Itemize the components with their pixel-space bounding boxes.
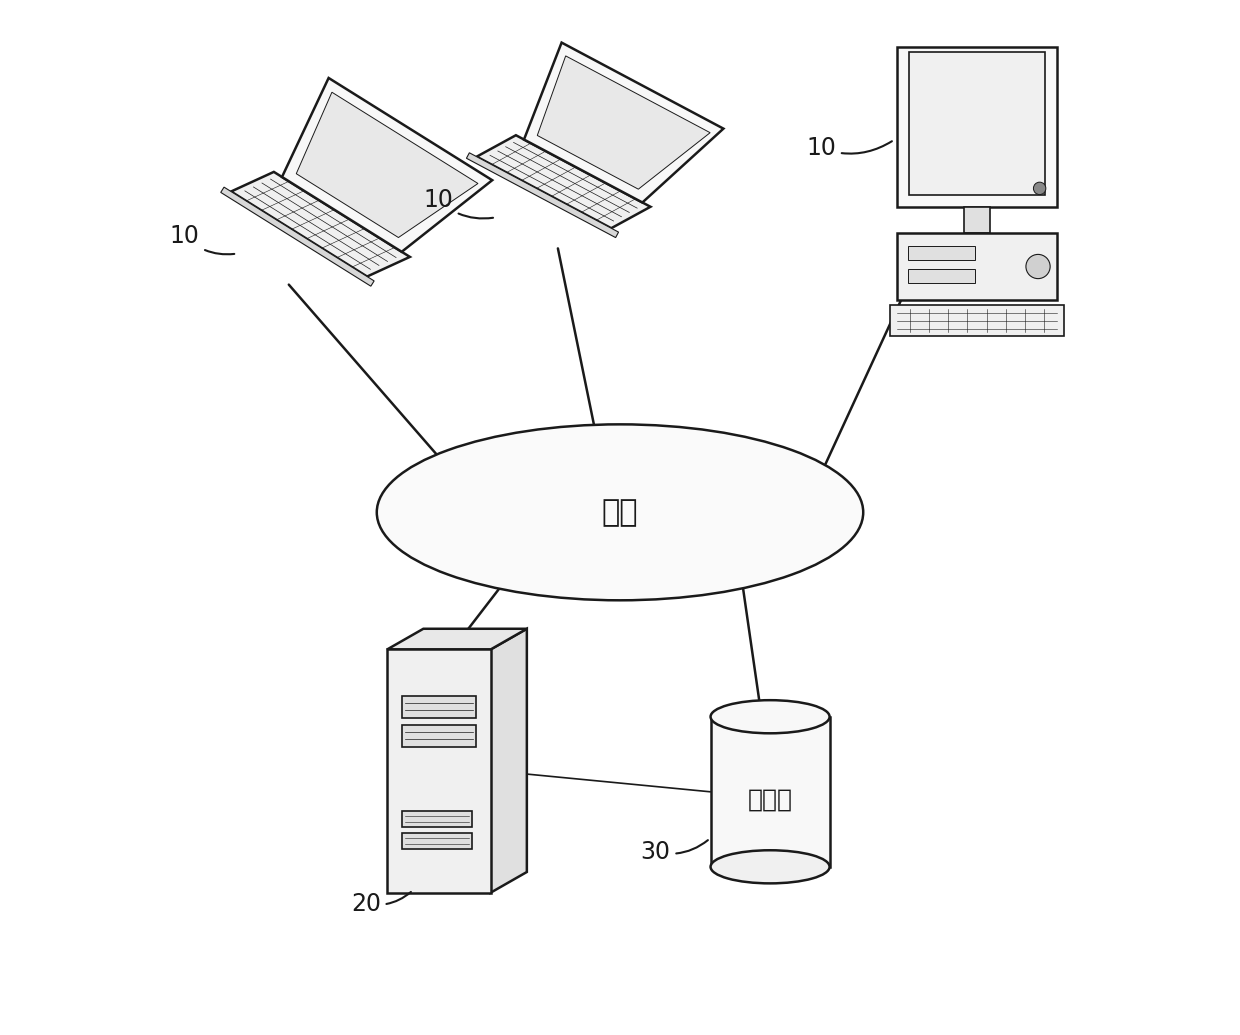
FancyBboxPatch shape: [909, 52, 1045, 195]
Polygon shape: [231, 172, 410, 276]
Polygon shape: [387, 628, 527, 650]
Text: 10: 10: [423, 188, 494, 218]
Ellipse shape: [711, 700, 830, 733]
Ellipse shape: [711, 851, 830, 884]
Polygon shape: [221, 187, 374, 287]
FancyBboxPatch shape: [908, 245, 976, 261]
Circle shape: [1033, 182, 1045, 195]
Polygon shape: [476, 136, 651, 229]
FancyBboxPatch shape: [402, 833, 472, 849]
Text: 10: 10: [806, 137, 892, 160]
FancyBboxPatch shape: [897, 233, 1058, 300]
FancyBboxPatch shape: [402, 724, 476, 747]
Polygon shape: [537, 56, 711, 189]
FancyBboxPatch shape: [897, 47, 1058, 207]
FancyBboxPatch shape: [908, 268, 976, 284]
FancyBboxPatch shape: [402, 696, 476, 717]
Polygon shape: [491, 628, 527, 892]
Polygon shape: [296, 92, 477, 237]
FancyBboxPatch shape: [965, 207, 990, 233]
FancyBboxPatch shape: [890, 305, 1064, 336]
Text: 10: 10: [170, 225, 234, 255]
Ellipse shape: [377, 424, 863, 600]
Text: 网路: 网路: [601, 498, 639, 527]
Circle shape: [1025, 255, 1050, 278]
Polygon shape: [466, 153, 619, 238]
Polygon shape: [525, 42, 723, 203]
Text: 30: 30: [641, 840, 708, 864]
Text: 数据库: 数据库: [748, 788, 792, 811]
FancyBboxPatch shape: [387, 650, 491, 892]
Text: 20: 20: [351, 892, 410, 916]
FancyBboxPatch shape: [402, 811, 472, 827]
Polygon shape: [281, 78, 492, 252]
FancyBboxPatch shape: [711, 716, 830, 867]
